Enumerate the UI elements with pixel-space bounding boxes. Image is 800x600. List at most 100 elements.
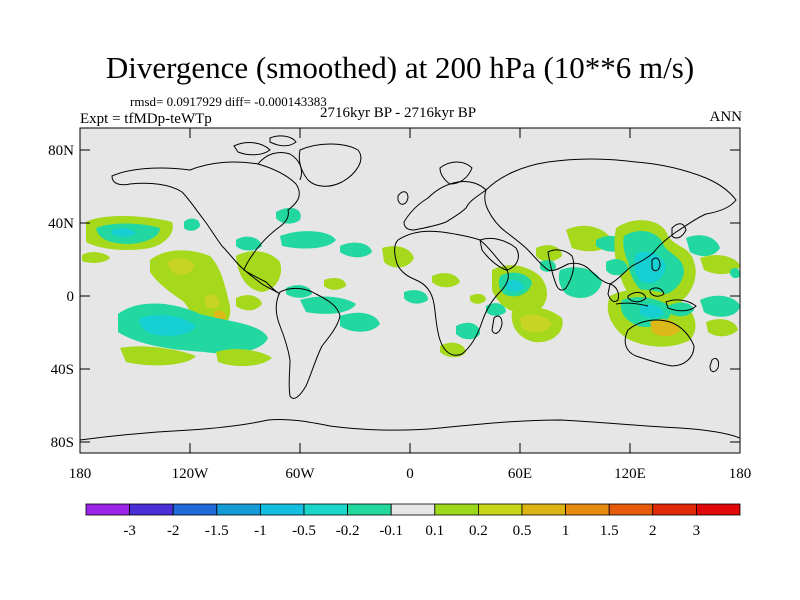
lat-label: 40S [51, 362, 74, 378]
coastline-south-america [275, 287, 341, 399]
field-patch [139, 315, 196, 336]
colorbar-label: 0.2 [469, 523, 488, 539]
colorbar: -3 -2 -1.5 -1 -0.5 -0.2 -0.1 0.1 0.2 0.5 1 1.5 2 3 [85, 503, 741, 539]
longitude-labels: 180 120W 60W 0 60E 120E 180 [69, 466, 752, 482]
lon-label: 60W [285, 466, 315, 482]
coastline-australia [624, 319, 695, 367]
colorbar-swatch [85, 503, 130, 516]
field-patch [558, 267, 602, 298]
coastline-greenland [298, 143, 362, 187]
colorbar-swatch [565, 503, 610, 516]
lat-label: 0 [67, 289, 75, 305]
field-patch [340, 312, 380, 332]
field-patch [205, 294, 220, 309]
coastline-uk [397, 191, 409, 205]
period-label: 2716kyr BP - 2716kyr BP [320, 105, 477, 121]
colorbar-swatch [652, 503, 697, 516]
coastline-indonesia [607, 283, 619, 303]
season-label: ANN [709, 109, 743, 125]
lon-label: 120W [172, 466, 210, 482]
coastline-canada-east [257, 151, 303, 181]
field-patch [82, 252, 110, 263]
coastline-madagascar [491, 315, 503, 334]
coastline-indonesia [649, 287, 665, 297]
colorbar-label: 0.5 [513, 523, 532, 539]
longitude-axis [79, 128, 741, 453]
coastline-scandinavia [439, 161, 473, 185]
field-patch [236, 236, 262, 251]
field-patch [706, 319, 738, 337]
field-patch [236, 295, 262, 311]
field-patch [184, 218, 200, 231]
coastline-arctic-islands [233, 142, 271, 156]
colorbar-label: -2 [167, 523, 180, 539]
coastline-arctic-islands [269, 135, 297, 147]
coastline-antarctica [80, 419, 740, 441]
coastline-new-guinea [665, 299, 697, 312]
coastline-north-america [111, 161, 300, 295]
colorbar-swatch [347, 503, 392, 516]
colorbar-swatch [434, 503, 479, 516]
field-patch [668, 302, 694, 317]
colorbar-swatch [521, 503, 566, 516]
colorbar-label: 1.5 [600, 523, 619, 539]
field-patch [486, 303, 506, 316]
colorbar-swatch [303, 503, 348, 516]
colorbar-swatch [696, 503, 741, 516]
field-patch [300, 296, 356, 314]
lon-label: 180 [729, 466, 752, 482]
colorbar-swatch [390, 503, 436, 516]
colorbar-swatch [477, 503, 523, 516]
coastline-philippines [651, 257, 661, 272]
colorbar-label: 2 [649, 523, 657, 539]
colorbar-swatch [608, 503, 654, 516]
coastline-indonesia [615, 302, 649, 307]
colorbar-label: 0.1 [425, 523, 444, 539]
field-patch [280, 231, 336, 249]
lon-label: 60E [508, 466, 532, 482]
lat-label: 80N [48, 143, 74, 159]
coastline-europe [403, 181, 487, 231]
field-patch [440, 342, 466, 358]
experiment-label: Expt = tfMDp-teWTp [80, 111, 212, 127]
colorbar-label: 1 [562, 523, 570, 539]
field-patch [520, 314, 552, 333]
field-patch [324, 278, 346, 290]
map-title: Divergence (smoothed) at 200 hPa (10**6 … [105, 50, 695, 85]
field-patch [112, 228, 136, 237]
field-patch [686, 235, 720, 257]
field-patch [536, 245, 562, 262]
field-patch [382, 246, 414, 268]
stats-text: rmsd= 0.0917929 diff= -0.000143383 [130, 94, 327, 109]
field-patch [120, 346, 196, 366]
colorbar-label: -1 [254, 523, 267, 539]
field-patch [506, 280, 524, 292]
field-patch [404, 290, 428, 304]
field-patch [700, 255, 740, 275]
coastline-arabia [479, 237, 519, 271]
coastline-indonesia [627, 291, 647, 303]
lon-label: 120E [614, 466, 646, 482]
field-patch [540, 260, 556, 272]
coastline-india [547, 249, 575, 291]
field-patch [168, 258, 194, 275]
lon-label: 180 [69, 466, 92, 482]
colorbar-label: -0.1 [379, 523, 403, 539]
coastline-new-zealand [709, 357, 719, 373]
colorbar-label: -3 [123, 523, 136, 539]
coastline-japan [671, 223, 687, 239]
colorbar-label: -0.5 [292, 523, 316, 539]
field-patch [640, 304, 664, 318]
field-patch [150, 250, 231, 332]
colorbar-label: 3 [693, 523, 701, 539]
colorbar-swatch [172, 503, 218, 516]
colorbar-swatch [129, 503, 174, 516]
lat-label: 80S [51, 435, 74, 451]
field-patch [456, 322, 480, 340]
coastline-asia [484, 158, 737, 285]
field-patch [730, 268, 740, 279]
latitude-labels: 80N 40N 0 40S 80S [48, 143, 74, 451]
lon-label: 0 [406, 466, 414, 482]
field-patch [470, 293, 486, 304]
